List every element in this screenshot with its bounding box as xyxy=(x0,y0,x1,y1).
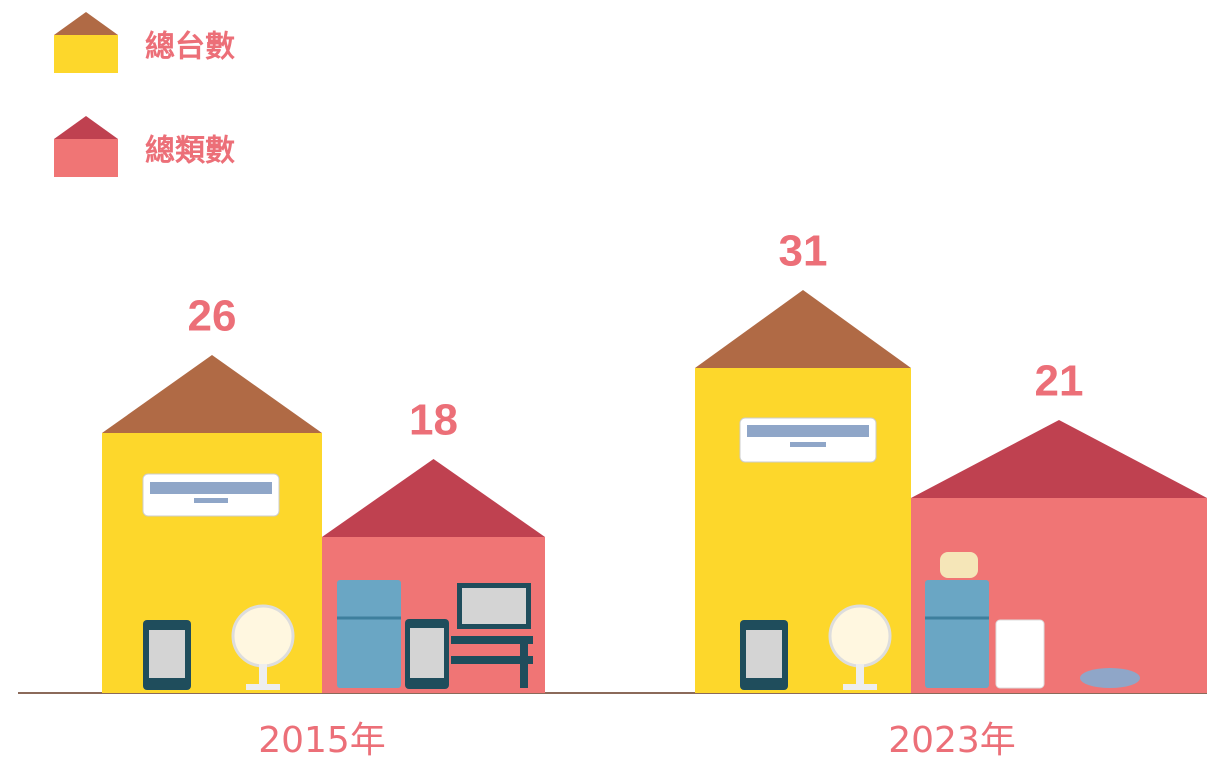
icon-fan-base xyxy=(843,684,877,690)
legend-body xyxy=(54,139,118,177)
icon-ac xyxy=(740,418,876,462)
house-body xyxy=(102,433,322,693)
legend-roof xyxy=(54,116,118,139)
house-roof xyxy=(102,355,322,433)
icon-tv-stand xyxy=(520,636,528,688)
icon-phone-screen xyxy=(149,630,185,678)
legend-label: 總台數 xyxy=(145,30,235,65)
house-roof xyxy=(322,459,545,537)
icon-fridge xyxy=(925,580,989,688)
icon-tv-screen xyxy=(462,588,526,624)
icon-fan xyxy=(830,606,890,666)
legend-label: 總類數 xyxy=(145,134,235,169)
icon-cooker xyxy=(940,552,978,578)
icon-tablet-screen xyxy=(410,628,444,678)
icon-fan-base xyxy=(246,684,280,690)
icon-fan-stand xyxy=(259,664,267,686)
legend-body xyxy=(54,35,118,73)
value-label: 21 xyxy=(1035,357,1084,406)
value-label: 26 xyxy=(188,292,237,341)
chart: 26 18 31 21 xyxy=(0,0,1207,760)
icon-ac xyxy=(143,474,279,516)
x-tick-label: 2023年 xyxy=(888,720,1016,760)
icon-ac-part xyxy=(150,482,272,494)
icon-ac-part xyxy=(790,442,826,447)
icon-ac-part xyxy=(747,425,869,437)
icon-fan-stand xyxy=(856,664,864,686)
icon-fridge xyxy=(337,580,401,688)
icon-fan xyxy=(233,606,293,666)
value-label: 18 xyxy=(409,396,458,445)
house-roof xyxy=(695,290,911,368)
value-label: 31 xyxy=(779,227,828,276)
icon-dehumidifier xyxy=(996,620,1044,688)
x-tick-label: 2015年 xyxy=(258,720,386,760)
house-roof xyxy=(911,420,1207,498)
icon-vacuum xyxy=(1080,668,1140,688)
legend-roof xyxy=(54,12,118,35)
icon-phone-screen xyxy=(746,630,782,678)
icon-ac-part xyxy=(194,498,228,503)
